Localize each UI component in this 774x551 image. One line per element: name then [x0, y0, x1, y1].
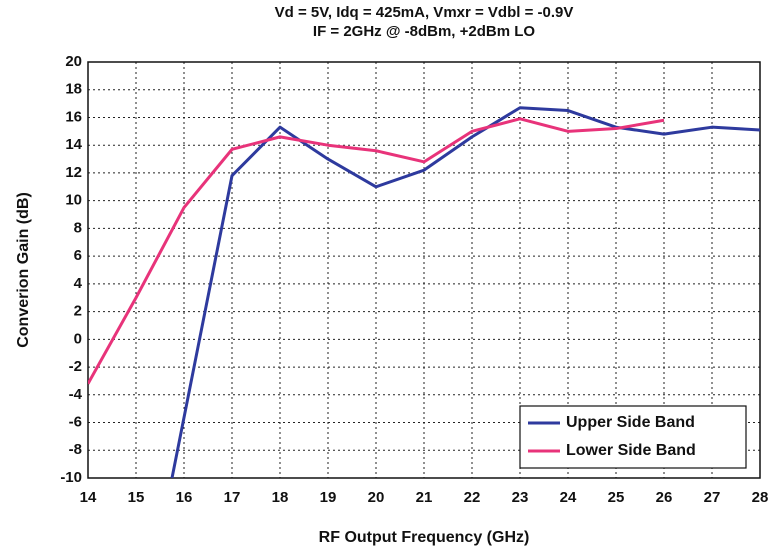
legend-box	[519, 405, 747, 469]
series-line	[170, 106, 760, 478]
x-tick-label: 26	[656, 489, 673, 506]
plot-frame	[87, 61, 761, 479]
y-tick-label: 10	[65, 192, 82, 209]
x-tick-label: 18	[272, 489, 289, 506]
x-tick-label: 28	[752, 489, 769, 506]
y-tick-label: 12	[65, 164, 82, 181]
y-tick-label: -8	[69, 441, 82, 458]
x-tick-label: 20	[368, 489, 385, 506]
x-tick-label: 15	[128, 489, 145, 506]
y-tick-label: -2	[69, 358, 82, 375]
y-tick-label: -4	[69, 386, 83, 403]
y-tick-label: 8	[74, 219, 82, 236]
y-tick-label: 6	[74, 247, 82, 264]
legend-label: Upper Side Band	[566, 414, 695, 431]
x-tick-label: 17	[224, 489, 241, 506]
legend-label: Lower Side Band	[566, 442, 696, 459]
chart-title: Vd = 5V, Idq = 425mA, Vmxr = Vdbl = -0.9…	[275, 4, 574, 21]
x-tick-label: 21	[416, 489, 433, 506]
x-tick-label: 24	[560, 489, 577, 506]
plot-area	[88, 106, 760, 478]
x-tick-label: 19	[320, 489, 337, 506]
y-tick-label: 4	[74, 275, 83, 292]
y-tick-label: -6	[69, 414, 82, 431]
x-tick-label: 25	[608, 489, 625, 506]
x-tick-label: 27	[704, 489, 721, 506]
y-tick-label: 16	[65, 108, 82, 125]
y-tick-label: -10	[60, 469, 82, 486]
x-tick-label: 22	[464, 489, 481, 506]
y-tick-label: 14	[65, 136, 82, 153]
y-tick-label: 20	[65, 53, 82, 70]
x-tick-label: 16	[176, 489, 193, 506]
y-axis-label: Converion Gain (dB)	[15, 192, 32, 348]
chart-subtitle: IF = 2GHz @ -8dBm, +2dBm LO	[313, 23, 535, 40]
x-tick-label: 23	[512, 489, 529, 506]
y-tick-label: 0	[74, 330, 82, 347]
x-axis-label: RF Output Frequency (GHz)	[319, 529, 530, 546]
series-line	[88, 117, 665, 385]
x-tick-label: 14	[80, 489, 97, 506]
y-tick-label: 18	[65, 81, 82, 98]
y-tick-label: 2	[74, 303, 82, 320]
